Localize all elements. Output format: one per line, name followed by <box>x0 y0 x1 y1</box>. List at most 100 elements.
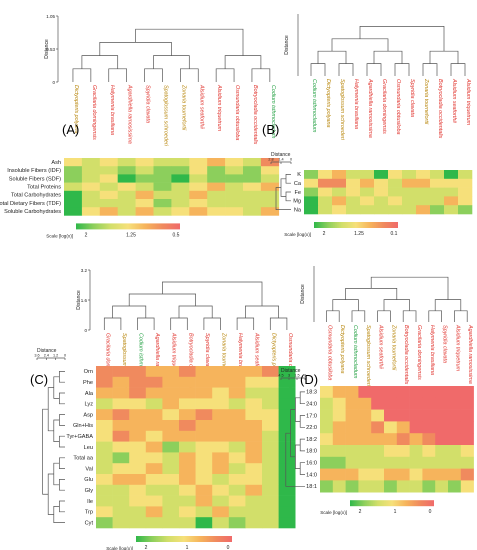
row-dendrogram-branch <box>275 187 291 210</box>
heatmap-cell <box>243 199 262 208</box>
heatmap-cell <box>422 409 436 422</box>
heatmap-cell <box>435 409 449 422</box>
heatmap-cell <box>112 387 130 399</box>
row-dendrogram-branch <box>299 415 305 428</box>
color-scale-tick: 1.25 <box>126 232 136 238</box>
row-dendrogram-branch <box>280 178 286 197</box>
heatmap-cell <box>396 480 410 493</box>
heatmap-cell <box>245 430 263 442</box>
heatmap-cell <box>320 421 334 434</box>
heatmap-cell <box>332 480 346 493</box>
heatmap-cell <box>145 474 163 486</box>
dendrogram-branch <box>310 63 326 76</box>
heatmap-cell <box>371 456 385 469</box>
heatmap-cell <box>171 182 190 192</box>
heatmap-cell <box>179 463 196 475</box>
heatmap-cell <box>262 452 279 464</box>
dendrogram-branch <box>224 55 262 69</box>
heatmap-cell <box>112 517 130 529</box>
heatmap-cell <box>460 433 474 446</box>
heatmap-cell <box>129 376 147 388</box>
heatmap-cell <box>162 409 180 421</box>
color-scale-tick: 2 <box>323 231 326 237</box>
heatmap-cell <box>435 456 449 469</box>
heatmap-cell <box>129 506 147 518</box>
heatmap-cell <box>458 196 473 206</box>
row-label: Fe <box>294 190 301 196</box>
heatmap-cell <box>117 190 136 200</box>
heatmap-cell <box>243 190 262 200</box>
heatmap-cell <box>402 178 417 188</box>
column-label: Zonaria tournefortii <box>221 332 227 379</box>
heatmap-cell <box>207 190 226 200</box>
heatmap-cell <box>129 430 147 442</box>
dendrogram-branch <box>422 63 438 76</box>
dendrogram-branch <box>429 50 459 64</box>
heatmap-cell <box>260 199 280 208</box>
heatmap-cell <box>64 158 83 167</box>
top-distance-axis-label: Distance <box>284 35 290 55</box>
heatmap-cell <box>129 398 147 410</box>
heatmap-cell <box>435 468 449 481</box>
heatmap-cell <box>129 441 147 453</box>
heatmap-cell <box>171 174 190 183</box>
dendrogram-branch <box>370 276 449 300</box>
heatmap-cell <box>278 474 296 486</box>
heatmap-cell <box>243 182 262 192</box>
heatmap-cell <box>129 517 147 529</box>
heatmap-cell <box>117 182 136 192</box>
heatmap-cell <box>396 468 410 481</box>
color-scale-tick: 0.1 <box>391 231 398 237</box>
heatmap-cell <box>135 166 154 175</box>
heatmap-cell <box>129 366 147 378</box>
heatmap-cell <box>189 166 208 175</box>
heatmap-cell <box>260 190 280 200</box>
heatmap-cell <box>96 484 113 496</box>
column-label: Spatoglossum schroederi <box>365 325 371 387</box>
left-distance-axis-label: Distance <box>271 152 291 158</box>
heatmap-cell <box>371 409 385 422</box>
panel-label: (D) <box>300 372 318 387</box>
heatmap-cell <box>207 158 226 167</box>
row-label: Soluble Carbohydrates <box>4 209 61 215</box>
column-label: Alsidium seaforthii <box>378 324 384 370</box>
heatmap-cell <box>460 386 474 399</box>
row-label: 24:0 <box>306 402 317 408</box>
heatmap-cell <box>358 456 372 469</box>
row-label: 18:1 <box>306 484 317 490</box>
heatmap-cell <box>374 170 389 180</box>
heatmap-cell <box>448 433 462 446</box>
heatmap-cell <box>416 187 431 197</box>
heatmap-cell <box>388 196 403 206</box>
heatmap-cell <box>422 397 436 410</box>
dendrogram-branch <box>338 63 354 76</box>
heatmap-cell <box>358 445 372 458</box>
column-label: Gracilaria domingensis <box>381 79 387 134</box>
heatmap-cell <box>444 170 459 180</box>
heatmap-cell <box>162 430 180 442</box>
heatmap-cell <box>416 196 431 206</box>
left-distance-tick-label: 2.8 <box>268 158 273 162</box>
heatmap-cell <box>278 495 296 507</box>
color-scale-bar <box>350 500 434 507</box>
heatmap-cell <box>371 433 385 446</box>
heatmap-cell <box>360 196 375 206</box>
heatmap-cell <box>245 506 263 518</box>
column-label: Codium isthmocladum <box>270 85 276 139</box>
color-scale-label: Scale [log(x)] <box>46 233 73 238</box>
dendrogram-branch <box>317 50 347 64</box>
heatmap-cell <box>99 166 118 175</box>
heatmap-cell <box>384 468 398 481</box>
heatmap-cell <box>81 166 101 175</box>
heatmap-cell <box>81 190 101 200</box>
heatmap-cell <box>332 170 347 180</box>
dendrogram-branch <box>153 55 190 69</box>
color-scale-tick: 1 <box>186 545 189 550</box>
heatmap-cell <box>320 409 334 422</box>
heatmap-cell <box>195 387 213 399</box>
heatmap-cell <box>332 397 346 410</box>
row-dendrogram-branch <box>53 376 60 399</box>
heatmap-cell <box>212 495 230 507</box>
dendrogram-branch <box>103 317 122 330</box>
column-label: Dictyopteris polyana <box>270 333 276 382</box>
